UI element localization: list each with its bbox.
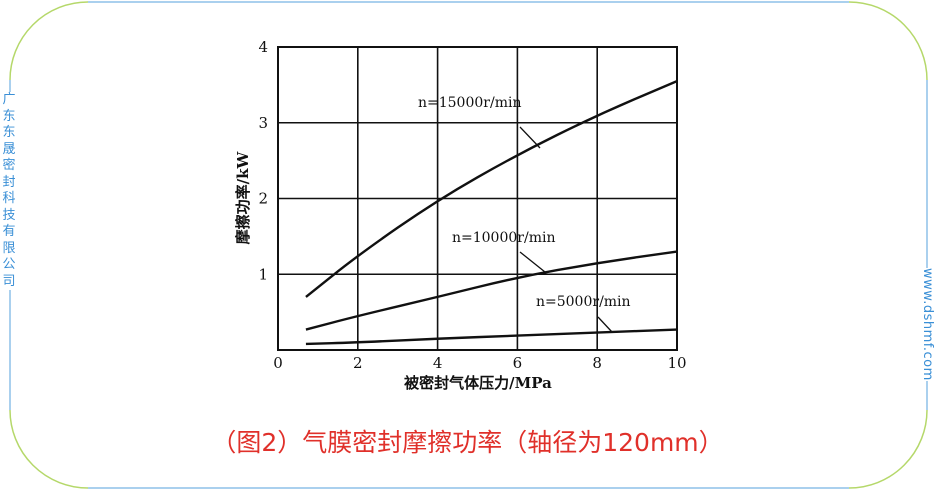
y-tick-label: 4	[258, 38, 268, 56]
x-tick-label: 0	[273, 354, 283, 372]
frame-corner	[9, 1, 89, 81]
x-tick-label: 2	[353, 354, 363, 372]
series-line-1	[305, 250, 678, 331]
frame-corner	[848, 1, 928, 81]
x-tick-label: 8	[592, 354, 602, 372]
figure-caption: （图2）气膜密封摩擦功率（轴径为120mm）	[211, 428, 724, 457]
series-leader-line-1	[519, 251, 546, 273]
frame-corner	[9, 409, 89, 489]
series-label-1: n=10000r/min	[452, 230, 555, 246]
company-name-vertical: 广东东晟密封科技有限公司	[1, 92, 17, 290]
x-tick-label: 6	[513, 354, 523, 372]
website-url-vertical: www.dshmf.com	[920, 268, 935, 381]
series-leader-line-2	[597, 316, 613, 333]
series-label-0: n=15000r/min	[418, 95, 521, 111]
y-axis-label: 摩擦功率/kW	[234, 150, 252, 244]
y-tick-label: 1	[258, 265, 268, 283]
y-tick-label: 3	[258, 114, 268, 132]
series-leader-line-0	[519, 126, 541, 149]
frame-corner	[848, 409, 928, 489]
series-line-0	[305, 79, 678, 298]
series-line-2	[305, 328, 678, 346]
series-label-2: n=5000r/min	[536, 294, 631, 310]
y-tick-label: 2	[258, 190, 268, 208]
x-tick-label: 10	[667, 354, 686, 372]
x-axis-label: 被密封气体压力/MPa	[404, 374, 552, 392]
x-tick-label: 4	[433, 354, 443, 372]
